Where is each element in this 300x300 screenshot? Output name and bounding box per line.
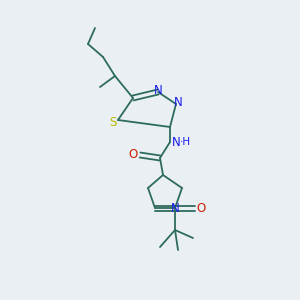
Text: ·H: ·H xyxy=(180,137,191,147)
Text: N: N xyxy=(172,136,181,148)
Text: N: N xyxy=(154,85,162,98)
Text: N: N xyxy=(171,202,179,215)
Text: O: O xyxy=(196,202,206,214)
Text: S: S xyxy=(109,116,117,128)
Text: N: N xyxy=(174,97,182,110)
Text: O: O xyxy=(128,148,138,161)
